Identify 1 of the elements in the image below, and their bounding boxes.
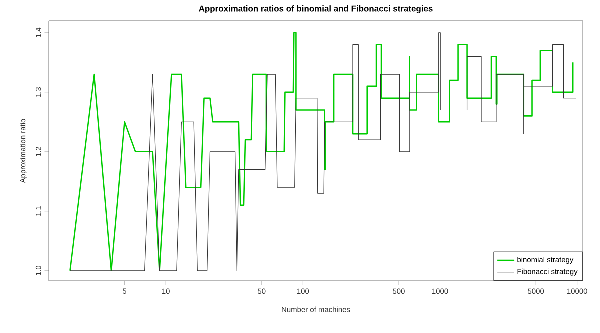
chart-title: Approximation ratios of binomial and Fibonacci strategies: [199, 6, 433, 14]
